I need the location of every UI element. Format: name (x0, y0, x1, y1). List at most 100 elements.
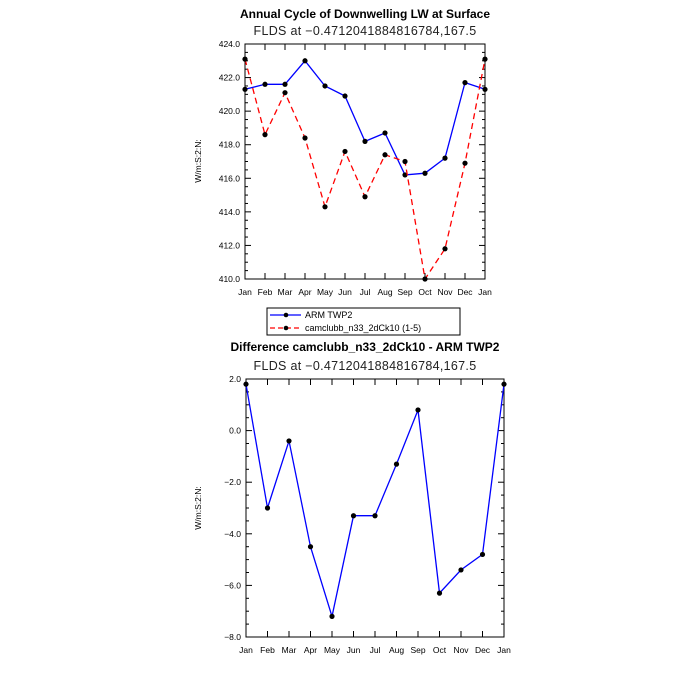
data-point (458, 567, 464, 573)
y-tick-label: −8.0 (224, 632, 241, 642)
chart-2-ticks: −8.0 −6.0 −4.0 −2.0 0.0 2.0 Jan Feb Mar Apr May Jun… (224, 374, 511, 655)
data-point (264, 505, 271, 511)
data-point (482, 56, 488, 62)
data-point (342, 148, 348, 155)
chart-1-plot-frame (244, 43, 486, 280)
data-point (402, 158, 408, 165)
data-point (282, 81, 288, 87)
legend-entry-2: camclubb_n33_2dCk10 (1-5) (270, 323, 421, 333)
x-tick-label: Jun (347, 645, 361, 655)
y-tick-label: −4.0 (224, 529, 241, 539)
chart-2-series (243, 381, 507, 619)
x-tick-label: Jul (360, 287, 371, 297)
x-tick-label: Jan (497, 645, 511, 655)
data-point (372, 513, 378, 519)
chart-1-title: Annual Cycle of Downwelling LW at Surfac… (240, 7, 490, 21)
data-point (462, 80, 468, 86)
x-tick-label: Jun (338, 287, 352, 297)
data-point (442, 246, 448, 252)
data-point (393, 461, 400, 467)
data-point (262, 81, 268, 87)
data-point (422, 170, 428, 176)
chart-1-ticks: 410.0 412.0 414.0 416.0 418.0 420.0 422.0 424.0… (219, 39, 492, 297)
y-tick-label: −6.0 (224, 580, 241, 590)
x-tick-label: Apr (304, 645, 317, 655)
chart-1-subtitle: FLDS at −0.4712041884816784,167.5 (254, 24, 477, 38)
chart-2-subtitle: FLDS at −0.4712041884816784,167.5 (254, 359, 477, 373)
x-tick-label: Feb (260, 645, 275, 655)
legend-2-marker (283, 325, 289, 331)
data-point (382, 130, 388, 136)
x-tick-label: Sep (397, 287, 412, 297)
chart-1-legend: ARM TWP2 camclubb_n33_2dCk10 (1-5) (266, 307, 461, 336)
data-point (322, 204, 328, 210)
y-tick-label: 420.0 (219, 106, 241, 116)
x-tick-label: Aug (377, 287, 392, 297)
data-point (286, 438, 292, 444)
series-line-2 (244, 58, 486, 281)
data-point (479, 551, 486, 558)
x-tick-label: Nov (437, 287, 453, 297)
chart-2-title: Difference camclubb_n33_2dCk10 - ARM TWP… (231, 340, 500, 354)
data-point (322, 83, 328, 89)
data-point (382, 152, 388, 158)
x-tick-label: Sep (410, 645, 425, 655)
legend-1-marker (283, 312, 289, 318)
data-point (302, 58, 308, 64)
x-tick-label: Feb (258, 287, 273, 297)
data-point (243, 381, 249, 387)
y-tick-label: 410.0 (219, 274, 241, 284)
y-tick-label: 418.0 (219, 140, 241, 150)
x-tick-label: Mar (278, 287, 293, 297)
series-line-1 (244, 59, 486, 176)
legend-entry-1: ARM TWP2 (270, 310, 352, 320)
data-point (242, 56, 248, 62)
x-tick-label: Jul (370, 645, 381, 655)
data-point (442, 155, 448, 161)
x-tick-label: Nov (453, 645, 469, 655)
x-tick-label: Oct (433, 645, 447, 655)
data-point (362, 138, 368, 144)
data-point (415, 407, 421, 413)
y-tick-label: 416.0 (219, 173, 241, 183)
x-tick-label: Mar (282, 645, 297, 655)
chart-2: Difference camclubb_n33_2dCk10 - ARM TWP… (193, 340, 511, 655)
legend-1-label: ARM TWP2 (305, 310, 352, 320)
x-tick-label: Dec (475, 645, 491, 655)
x-tick-label: Jan (238, 287, 252, 297)
y-tick-label: 424.0 (219, 39, 241, 49)
data-point (242, 86, 248, 92)
legend-frame (266, 307, 461, 336)
x-tick-label: Aug (389, 645, 404, 655)
chart-2-plot-frame (245, 378, 505, 638)
data-point (402, 172, 408, 178)
chart-2-y-axis-label: W/m:S:2:N: (193, 486, 203, 529)
y-tick-label: 422.0 (219, 73, 241, 83)
data-point (422, 276, 428, 282)
data-point (302, 135, 308, 141)
y-tick-label: 0.0 (229, 426, 241, 436)
data-point (350, 513, 357, 519)
x-tick-label: Oct (418, 287, 432, 297)
y-tick-label: 2.0 (229, 374, 241, 384)
x-tick-label: May (317, 287, 334, 297)
data-point (329, 613, 335, 619)
chart-1: Annual Cycle of Downwelling LW at Surfac… (193, 7, 492, 297)
chart-1-series (242, 56, 488, 282)
data-point (307, 544, 314, 550)
data-point (342, 93, 348, 99)
y-tick-label: 414.0 (219, 207, 241, 217)
data-point (362, 194, 368, 200)
data-point (482, 86, 488, 92)
legend-2-label: camclubb_n33_2dCk10 (1-5) (305, 323, 421, 333)
series-line-1 (245, 384, 505, 619)
data-point (462, 160, 468, 166)
x-tick-label: May (324, 645, 341, 655)
y-tick-label: −2.0 (224, 477, 241, 487)
chart-1-y-axis-label: W/m:S:2:N: (193, 139, 203, 182)
data-point (282, 90, 288, 96)
x-tick-label: Jan (478, 287, 492, 297)
data-point (501, 381, 507, 387)
